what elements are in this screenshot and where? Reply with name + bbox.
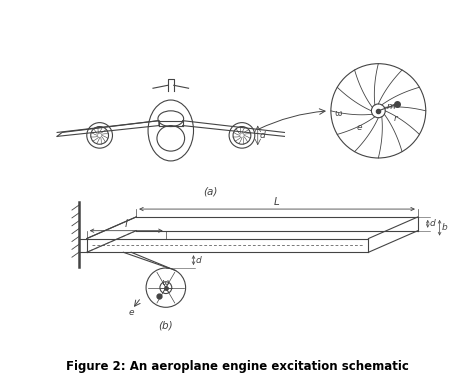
Text: b: b xyxy=(442,223,447,232)
Text: e: e xyxy=(128,308,134,317)
Text: Figure 2: An aeroplane engine excitation schematic: Figure 2: An aeroplane engine excitation… xyxy=(65,360,409,373)
Text: d: d xyxy=(195,256,201,265)
Text: d: d xyxy=(260,131,265,140)
Text: (b): (b) xyxy=(158,321,173,331)
Text: (a): (a) xyxy=(203,186,218,196)
Text: ω: ω xyxy=(335,109,342,118)
Text: l: l xyxy=(125,219,128,229)
Text: L: L xyxy=(274,197,280,207)
Text: e: e xyxy=(356,124,362,132)
Text: d: d xyxy=(430,219,436,228)
Text: ω: ω xyxy=(161,278,168,287)
Text: m: m xyxy=(386,102,395,111)
Text: r: r xyxy=(394,113,398,123)
